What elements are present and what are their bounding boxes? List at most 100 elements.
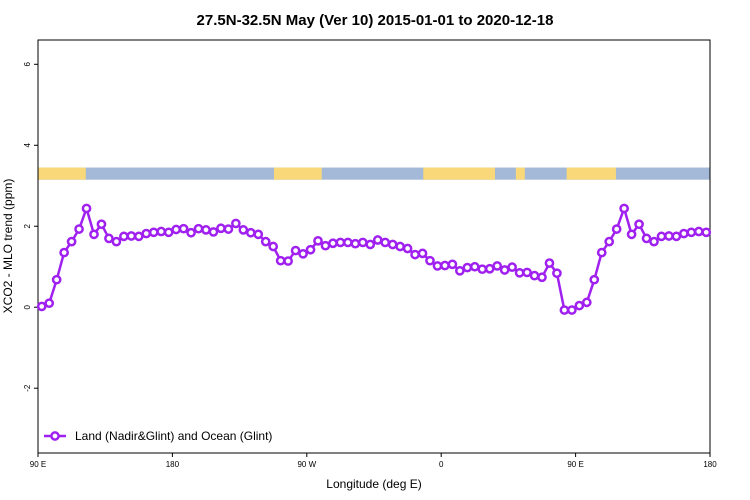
x-tick-label: 90 W — [297, 460, 316, 469]
data-point — [604, 236, 615, 247]
data-point — [104, 233, 114, 244]
y-tick-label: 4 — [23, 143, 32, 148]
data-point — [141, 228, 152, 239]
data-point — [455, 265, 465, 276]
data-point — [320, 240, 331, 251]
data-point — [507, 262, 517, 272]
data-point — [119, 231, 129, 242]
x-axis-label: Longitude (deg E) — [326, 477, 421, 491]
data-point — [231, 218, 241, 229]
x-tick-label: 90 E — [30, 460, 46, 469]
data-point — [537, 272, 547, 283]
land-segment — [566, 167, 616, 180]
y-axis: -2 0 2 4 6 — [23, 62, 38, 392]
data-point — [626, 229, 637, 240]
data-point — [133, 231, 144, 242]
data-point — [522, 267, 532, 278]
data-point — [238, 225, 249, 235]
data-point — [365, 239, 376, 250]
data-point — [656, 231, 667, 242]
data-point — [440, 260, 450, 271]
x-tick-label: 180 — [703, 460, 717, 469]
y-tick-label: 0 — [23, 304, 32, 309]
data-point — [514, 267, 525, 278]
data-point — [216, 223, 226, 234]
data-point — [96, 219, 107, 230]
data-point — [693, 226, 704, 237]
data-point — [253, 229, 264, 240]
data-point — [619, 203, 629, 214]
data-point — [581, 297, 592, 308]
data-point — [59, 247, 69, 258]
data-point — [417, 248, 428, 259]
data-point — [163, 227, 174, 238]
chart-title: 27.5N-32.5N May (Ver 10) 2015-01-01 to 2… — [197, 12, 554, 29]
data-point — [552, 268, 562, 279]
data-point — [499, 265, 510, 275]
data-point — [298, 248, 308, 259]
data-point — [260, 236, 271, 247]
x-tick-label: 180 — [166, 460, 180, 469]
data-point — [74, 224, 84, 234]
data-point — [350, 238, 361, 249]
data-point — [447, 259, 458, 270]
data-point — [425, 255, 435, 266]
data-point — [51, 274, 62, 285]
data-point — [634, 219, 644, 230]
data-point — [156, 226, 167, 237]
data-point — [469, 261, 480, 272]
land-segment — [38, 167, 86, 180]
data-point — [559, 305, 570, 315]
data-point — [81, 203, 92, 214]
x-axis: 90 E 180 90 W 0 90 E 180 — [30, 453, 717, 469]
data-point — [186, 227, 196, 238]
data-point — [223, 224, 234, 234]
plot-area-frame — [37, 39, 711, 454]
data-point — [492, 261, 503, 271]
series-layer — [36, 203, 712, 315]
data-point — [178, 223, 189, 234]
data-point — [567, 305, 577, 315]
y-axis-label: XCO2 - MLO trend (ppm) — [1, 179, 15, 314]
legend: Land (Nadir&Glint) and Ocean (Glint) — [44, 429, 272, 443]
data-point — [529, 270, 540, 281]
data-point — [596, 247, 607, 258]
data-point — [44, 298, 55, 309]
data-point — [432, 261, 443, 271]
data-point — [208, 227, 219, 237]
data-point — [268, 241, 279, 252]
data-point — [305, 244, 316, 255]
data-point — [484, 263, 495, 274]
data-point — [701, 227, 712, 238]
data-point — [36, 301, 47, 312]
data-point — [89, 229, 99, 240]
data-point — [290, 245, 301, 256]
land-segment — [273, 167, 322, 180]
data-point — [589, 274, 600, 285]
data-point — [410, 249, 420, 260]
data-point — [275, 255, 286, 266]
data-point — [201, 225, 211, 235]
data-point — [611, 224, 622, 234]
data-point — [671, 231, 682, 242]
series-line — [41, 207, 707, 312]
data-point — [66, 236, 77, 247]
data-point — [343, 237, 353, 248]
data-point — [395, 241, 405, 252]
data-point — [245, 227, 256, 238]
x-tick-label: 0 — [439, 460, 444, 469]
y-tick-label: 2 — [23, 223, 32, 228]
legend-marker-swatch — [50, 431, 60, 441]
data-point — [402, 243, 413, 254]
data-point — [649, 236, 659, 247]
y-tick-label: 6 — [23, 62, 32, 67]
data-point — [544, 258, 555, 268]
data-point — [664, 231, 674, 241]
data-point — [328, 238, 338, 249]
data-point — [148, 227, 159, 238]
ocean-band — [38, 167, 710, 180]
y-tick-label: -2 — [23, 384, 32, 392]
land-ocean-strip — [38, 167, 710, 180]
data-point — [283, 256, 293, 266]
